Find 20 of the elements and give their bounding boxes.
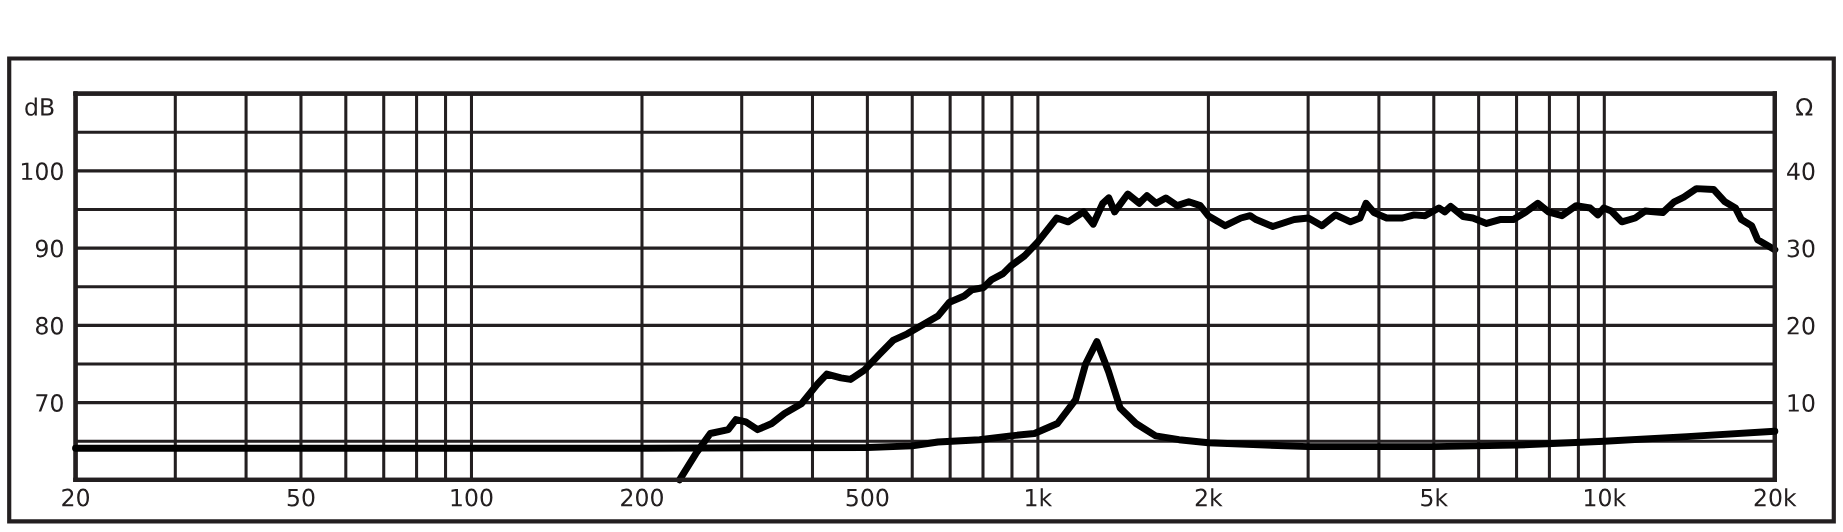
x-tick-label: 2k — [1195, 488, 1223, 507]
x-tick-label: 1k — [1026, 488, 1053, 507]
y-tick-label: 90 — [35, 239, 63, 258]
x-tick-label: 20k — [1754, 488, 1797, 507]
y-tick-label: 100 — [21, 162, 63, 181]
y2-tick-label: 30 — [1787, 239, 1815, 258]
x-tick-label: 100 — [451, 488, 493, 507]
y-tick-label: 70 — [36, 394, 63, 412]
y2-tick-label: 10 — [1788, 394, 1815, 412]
y2-axis-title: Ω — [1796, 98, 1813, 116]
x-tick-label: 500 — [846, 488, 889, 507]
y-axis-title: dB — [25, 97, 54, 116]
y2-tick-label: 40 — [1787, 162, 1815, 181]
x-tick-label: 10k — [1585, 488, 1627, 507]
x-tick-label: 5k — [1421, 488, 1449, 507]
x-tick-label: 200 — [621, 488, 663, 507]
y-tick-label: 80 — [36, 316, 63, 335]
x-tick-label: 20 — [62, 488, 90, 507]
y2-tick-label: 20 — [1787, 316, 1815, 335]
x-tick-label: 50 — [287, 488, 315, 507]
